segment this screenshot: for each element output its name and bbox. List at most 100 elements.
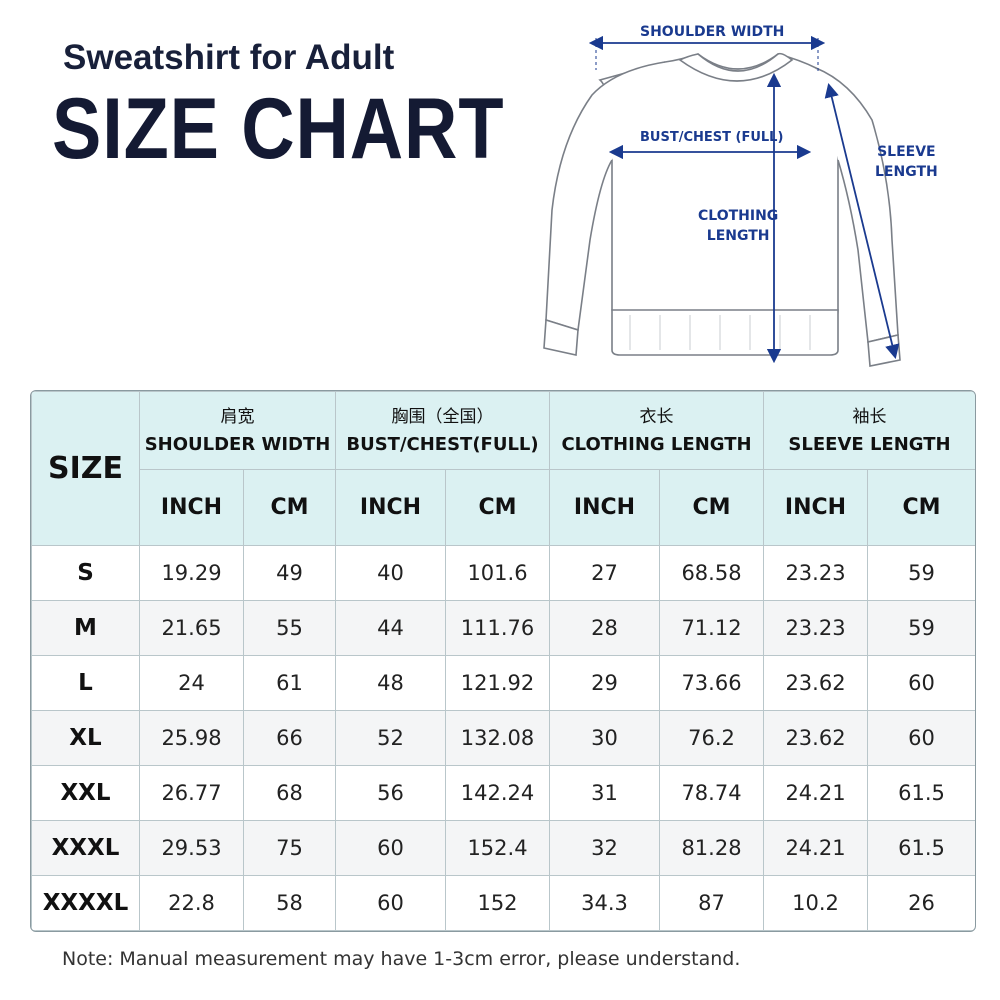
measurement-cell: 81.28 [659,820,764,876]
bust-chest-header: 胸围（全国） BUST/CHEST(FULL) [335,391,550,470]
size-label: S [31,545,140,601]
measurement-cell: 60 [867,655,975,711]
measurement-cell: 66 [243,710,336,766]
unit-header: INCH [549,469,660,546]
measurement-cell: 48 [335,655,446,711]
measurement-cell: 68.58 [659,545,764,601]
measurement-cell: 23.23 [763,600,868,656]
measurement-cell: 25.98 [139,710,244,766]
measurement-cell: 19.29 [139,545,244,601]
measurement-cell: 23.62 [763,710,868,766]
clothing-length-line-2: LENGTH [706,228,770,244]
measurement-cell: 60 [867,710,975,766]
measurement-cell: 28 [549,600,660,656]
unit-header: CM [243,469,336,546]
size-label: M [31,600,140,656]
unit-header-row: INCH CM INCH CM INCH CM INCH CM [32,469,975,546]
measurement-cell: 121.92 [445,655,550,711]
table-row: XXXL 29.53 75 60 152.4 32 81.28 24.21 61.5 [31,820,975,876]
shoulder-width-zh: 肩宽 [220,406,255,427]
measurement-cell: 24.21 [763,820,868,876]
size-label: L [31,655,140,711]
chart-title: SIZE CHART [52,81,505,177]
measurement-cell: 24 [139,655,244,711]
clothing-length-line-1: CLOTHING [698,208,779,224]
measurement-cell: 24.21 [763,765,868,821]
sleeve-length-en: SLEEVE LENGTH [788,433,951,455]
size-label: XXXXL [31,875,140,931]
measurement-cell: 78.74 [659,765,764,821]
measurement-cell: 59 [867,545,975,601]
size-table-body: S 19.29 49 40 101.6 27 68.58 23.23 59 M 21.65 55 44 1… [31,545,975,931]
measurement-cell: 49 [243,545,336,601]
unit-header: CM [659,469,764,546]
measurement-cell: 60 [335,820,446,876]
sleeve-length-label: SLEEVE LENGTH [875,142,938,182]
clothing-length-en: CLOTHING LENGTH [561,433,752,455]
shoulder-width-label: SHOULDER WIDTH [640,24,785,40]
size-table-container: SIZE 肩宽 SHOULDER WIDTH 胸围（全国） BUST/CHEST… [30,390,976,932]
measurement-cell: 76.2 [659,710,764,766]
measurement-cell: 52 [335,710,446,766]
bust-chest-en: BUST/CHEST(FULL) [346,433,539,455]
size-table: SIZE 肩宽 SHOULDER WIDTH 胸围（全国） BUST/CHEST… [31,391,975,931]
sleeve-length-header: 袖长 SLEEVE LENGTH [763,391,975,470]
size-column-header: SIZE [31,391,140,546]
size-label: XL [31,710,140,766]
measurement-cell: 10.2 [763,875,868,931]
sleeve-length-zh: 袖长 [852,406,887,427]
table-row: M 21.65 55 44 111.76 28 71.12 23.23 59 [31,600,975,656]
measurement-cell: 58 [243,875,336,931]
table-row: XXL 26.77 68 56 142.24 31 78.74 24.21 61.5 [31,765,975,821]
measurement-cell: 142.24 [445,765,550,821]
table-row: S 19.29 49 40 101.6 27 68.58 23.23 59 [31,545,975,601]
unit-header: CM [867,469,975,546]
measurement-cell: 75 [243,820,336,876]
measurement-cell: 59 [867,600,975,656]
bust-chest-zh: 胸围（全国） [391,406,494,427]
measurement-cell: 31 [549,765,660,821]
measurement-cell: 60 [335,875,446,931]
measurement-cell: 26 [867,875,975,931]
measurement-cell: 101.6 [445,545,550,601]
table-row: XXXXL 22.8 58 60 152 34.3 87 10.2 26 [31,875,975,931]
measurement-note: Note: Manual measurement may have 1-3cm … [62,948,741,970]
sweatshirt-diagram: SHOULDER WIDTH BUST/CHEST (FULL) CLOTHIN… [520,10,990,370]
measurement-cell: 32 [549,820,660,876]
measurement-cell: 29.53 [139,820,244,876]
measurement-cell: 152.4 [445,820,550,876]
measure-arrows [588,35,900,364]
sleeve-length-line-1: SLEEVE [877,144,936,160]
sleeve-arrow [824,83,900,359]
measurement-cell: 21.65 [139,600,244,656]
unit-header: CM [445,469,550,546]
measurement-cell: 71.12 [659,600,764,656]
sweatshirt-illustration [543,35,901,367]
measurement-cell: 111.76 [445,600,550,656]
measurement-cell: 29 [549,655,660,711]
measurement-cell: 56 [335,765,446,821]
size-label: XXL [31,765,140,821]
unit-header: INCH [763,469,868,546]
measurement-cell: 152 [445,875,550,931]
shoulder-width-en: SHOULDER WIDTH [144,433,331,455]
guide-lines [595,38,819,72]
bust-chest-label: BUST/CHEST (FULL) [640,130,784,145]
measurement-cell: 34.3 [549,875,660,931]
measurement-cell: 40 [335,545,446,601]
table-row: L 24 61 48 121.92 29 73.66 23.62 60 [31,655,975,711]
measurement-cell: 22.8 [139,875,244,931]
measurement-cell: 27 [549,545,660,601]
measurement-cell: 30 [549,710,660,766]
measurement-cell: 61.5 [867,765,975,821]
measurement-cell: 55 [243,600,336,656]
measurement-cell: 68 [243,765,336,821]
unit-header: INCH [139,469,244,546]
measurement-cell: 23.23 [763,545,868,601]
clothing-length-header: 衣长 CLOTHING LENGTH [549,391,764,470]
measurement-cell: 23.62 [763,655,868,711]
table-row: XL 25.98 66 52 132.08 30 76.2 23.62 60 [31,710,975,766]
measurement-cell: 132.08 [445,710,550,766]
size-label: XXXL [31,820,140,876]
measurement-cell: 73.66 [659,655,764,711]
